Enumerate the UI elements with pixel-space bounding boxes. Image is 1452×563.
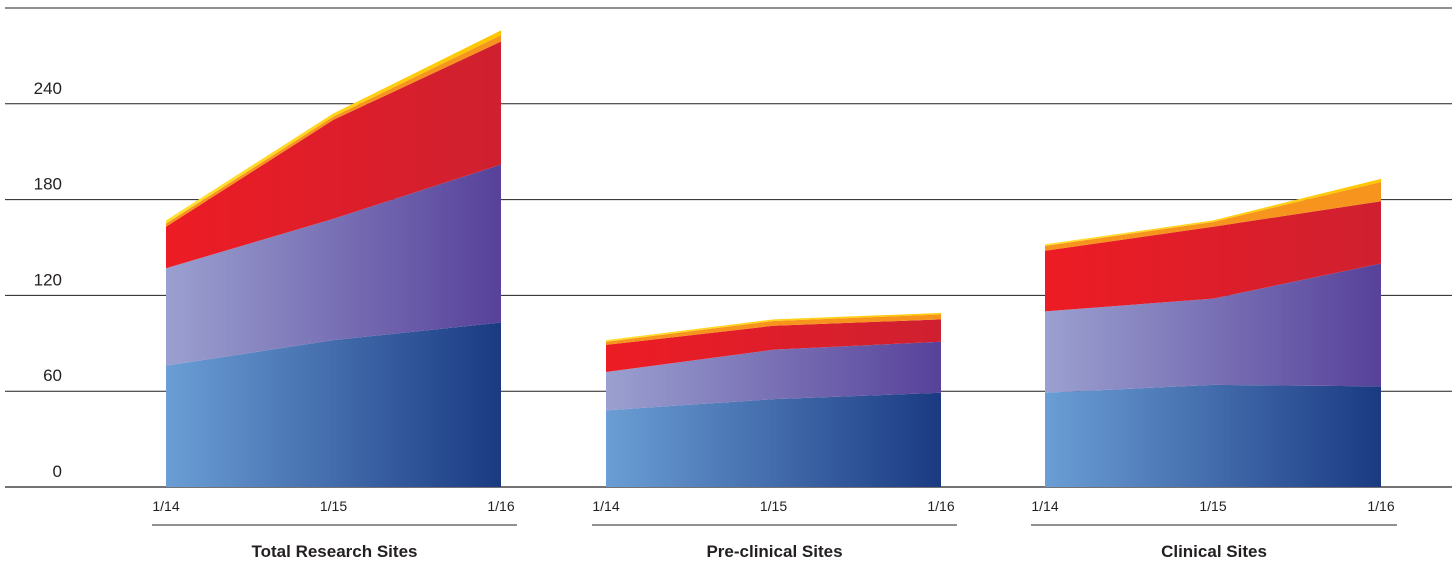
y-tick-label: 180	[34, 175, 62, 194]
x-tick-label: 1/16	[1367, 498, 1394, 514]
x-tick-label: 1/16	[487, 498, 514, 514]
x-tick-label: 1/14	[592, 498, 619, 514]
y-tick-label: 60	[43, 366, 62, 385]
x-tick-label: 1/15	[320, 498, 347, 514]
area-series-1	[166, 322, 501, 487]
x-tick-label: 1/15	[760, 498, 787, 514]
axes: 0 60 120 180 240 300 1/14 1/15 1/16 Total Researc…	[34, 0, 1397, 561]
y-tick-label: 120	[34, 270, 62, 289]
area-series-4	[606, 314, 941, 345]
y-tick-label: 300	[34, 0, 62, 2]
area-series-3	[1045, 201, 1381, 312]
x-tick-label: 1/15	[1199, 498, 1226, 514]
area-series-4	[1045, 182, 1381, 251]
panel-1	[166, 30, 501, 487]
area-series-2	[166, 164, 501, 366]
area-series-1	[606, 392, 941, 487]
x-tick-label: 1/14	[1031, 498, 1058, 514]
y-tick-label: 0	[53, 462, 62, 481]
x-tick-label: 1/14	[152, 498, 179, 514]
area-series-2	[1045, 263, 1381, 393]
panel-3	[1045, 178, 1381, 487]
panel-2	[606, 312, 941, 487]
group-label: Pre-clinical Sites	[706, 542, 842, 561]
area-series-3	[606, 319, 941, 373]
group-label: Clinical Sites	[1161, 542, 1267, 561]
y-tick-label: 240	[34, 79, 62, 98]
area-series	[166, 30, 1381, 487]
area-series-2	[606, 341, 941, 411]
area-series-3	[166, 41, 501, 269]
area-series-4	[166, 35, 501, 227]
group-label: Total Research Sites	[252, 542, 418, 561]
x-tick-label: 1/16	[927, 498, 954, 514]
area-series-1	[1045, 384, 1381, 487]
area-series-5	[166, 30, 501, 224]
